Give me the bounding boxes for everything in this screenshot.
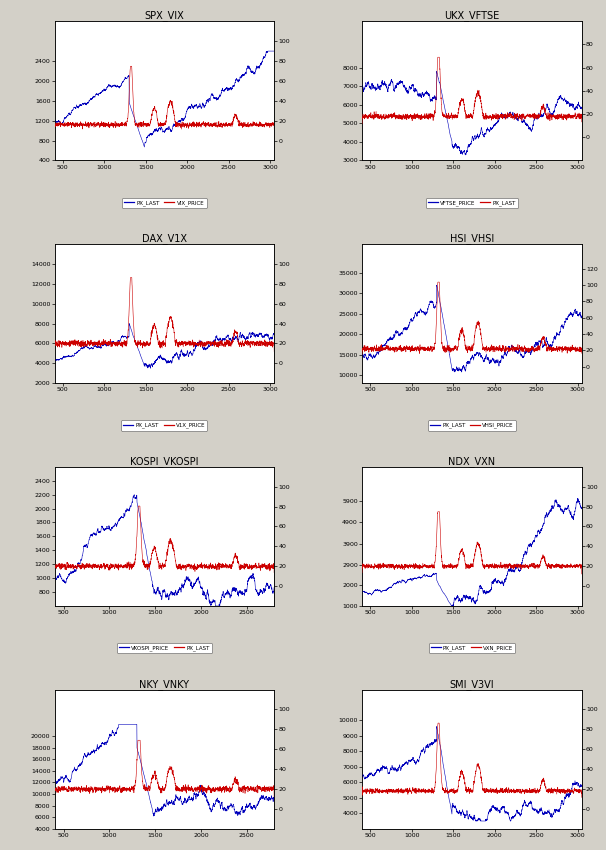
Legend: PX_LAST, VXN_PRICE: PX_LAST, VXN_PRICE [428,643,515,654]
Title: HSI_VHSI: HSI_VHSI [450,233,494,244]
Legend: VFTSE_PRICE, PX_LAST: VFTSE_PRICE, PX_LAST [426,198,518,207]
Title: DAX_V1X: DAX_V1X [142,233,187,244]
Title: NKY_VNKY: NKY_VNKY [139,678,190,689]
Title: KOSPI_VKOSPI: KOSPI_VKOSPI [130,456,199,467]
Title: NDX_VXN: NDX_VXN [448,456,496,467]
Legend: PX_LAST, VHSI_PRICE: PX_LAST, VHSI_PRICE [428,421,516,431]
Title: SPX_VIX: SPX_VIX [144,10,184,21]
Legend: VKOSPI_PRICE, PX_LAST: VKOSPI_PRICE, PX_LAST [117,643,211,654]
Legend: PX_LAST, VIX_PRICE: PX_LAST, VIX_PRICE [122,198,207,207]
Legend: PX_LAST, V1X_PRICE: PX_LAST, V1X_PRICE [121,421,207,431]
Title: UKX_VFTSE: UKX_VFTSE [444,10,499,21]
Title: SMI_V3VI: SMI_V3VI [450,678,494,689]
